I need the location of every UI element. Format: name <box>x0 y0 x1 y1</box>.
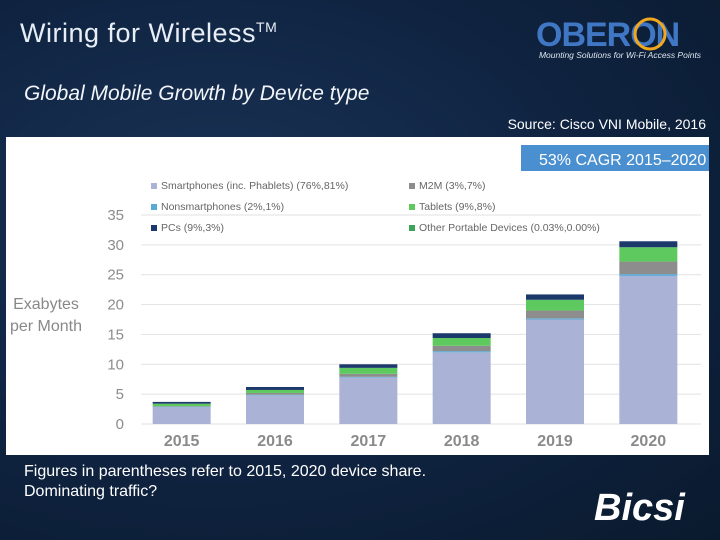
bar-2017-m2m <box>339 373 398 377</box>
chart-panel: Smartphones (inc. Phablets) (76%,81%) M2M… <box>6 137 709 455</box>
bar-2020-tablets <box>619 247 678 262</box>
legend-label-tablets: Tablets (9%,8%) <box>419 201 495 213</box>
ylabel-line-2: per Month <box>10 318 82 335</box>
bar-2017-smartphones <box>339 377 398 424</box>
legend-swatch-m2m <box>409 183 415 189</box>
bar-2016-nonsmartphones <box>246 394 304 396</box>
slide-title-text: Wiring for Wireless <box>20 18 257 48</box>
bar-2017-nonsmartphones <box>339 376 398 378</box>
ytick-15: 15 <box>107 326 124 343</box>
bar-2015-m2m <box>152 406 211 407</box>
legend-label-pcs: PCs (9%,3%) <box>161 222 224 234</box>
xtick-2016: 2016 <box>257 433 293 450</box>
legend-swatch-other <box>409 225 415 231</box>
chart-gridlines <box>141 214 701 425</box>
ytick-20: 20 <box>107 297 124 314</box>
bar-2017-pcs <box>339 364 398 368</box>
bar-2018-tablets <box>432 338 491 346</box>
legend-swatch-nonsmartphones <box>151 204 157 210</box>
xtick-2019: 2019 <box>537 433 573 450</box>
bar-2019-pcs <box>526 294 584 300</box>
bar-2018-nonsmartphones <box>432 351 491 353</box>
bar-2020-m2m <box>619 261 678 275</box>
legend-swatch-tablets <box>409 204 415 210</box>
bar-2019-nonsmartphones <box>526 318 584 320</box>
bicsi-logo: Bicsi <box>594 487 686 528</box>
oberon-tagline: Mounting Solutions for Wi-Fi Access Poin… <box>538 50 702 60</box>
xtick-2020: 2020 <box>631 433 667 450</box>
bar-2018-smartphones <box>432 352 491 424</box>
bar-2020-smartphones <box>619 275 678 424</box>
bar-2019-smartphones <box>526 319 584 424</box>
ylabel-line-1: Exabytes <box>13 296 79 313</box>
bar-2016-tablets <box>246 389 304 393</box>
bar-2015-tablets <box>152 403 211 407</box>
ytick-25: 25 <box>107 267 124 284</box>
cagr-label: 53% CAGR 2015–2020 <box>539 152 706 169</box>
growth-chart: Smartphones (inc. Phablets) (76%,81%) M2M… <box>10 145 709 450</box>
ytick-0: 0 <box>116 416 124 433</box>
footer-note: Figures in parentheses refer to 2015, 20… <box>24 462 426 502</box>
ytick-30: 30 <box>107 237 124 254</box>
trademark-mark: TM <box>256 19 278 35</box>
bar-2018-pcs <box>432 333 491 339</box>
chart-labels: 0 5 10 15 20 25 30 35 Exabytes per Month 2015 2016 2… <box>10 207 666 450</box>
bar-2015-nonsmartphones <box>152 406 211 408</box>
bar-2016-pcs <box>246 386 304 390</box>
oberon-logo-ring <box>633 17 667 51</box>
bicsi-logo-text: Bicsi <box>594 487 686 528</box>
bar-2017-tablets <box>339 367 398 374</box>
bar-2020-nonsmartphones <box>619 274 678 276</box>
legend-swatch-pcs <box>151 225 157 231</box>
bar-2019-tablets <box>526 299 584 311</box>
bar-2015-pcs <box>152 401 211 404</box>
bar-2019-m2m <box>526 310 584 319</box>
ytick-10: 10 <box>107 356 124 373</box>
xtick-2017: 2017 <box>351 433 387 450</box>
chart-bars <box>152 241 678 424</box>
footer-line-1: Figures in parentheses refer to 2015, 20… <box>24 463 427 480</box>
xtick-2015: 2015 <box>164 433 200 450</box>
bar-2015-smartphones <box>152 407 211 424</box>
oberon-logo: OBERON <box>536 16 680 54</box>
xtick-2018: 2018 <box>444 433 480 450</box>
bar-2016-m2m <box>246 392 304 395</box>
cagr-banner <box>521 145 709 171</box>
legend-label-smartphones: Smartphones (inc. Phablets) (76%,81%) <box>161 180 348 192</box>
legend-swatch-smartphones <box>151 183 157 189</box>
slide-title: Wiring for WirelessTM <box>20 18 277 49</box>
ytick-35: 35 <box>107 207 124 224</box>
bar-2020-pcs <box>619 241 678 248</box>
footer-line-2: Dominating traffic? <box>24 483 158 500</box>
legend-label-m2m: M2M (3%,7%) <box>419 180 486 192</box>
legend-label-nonsmartphones: Nonsmartphones (2%,1%) <box>161 201 284 213</box>
bar-2016-smartphones <box>246 395 304 424</box>
legend-label-other: Other Portable Devices (0.03%,0.00%) <box>419 222 600 234</box>
bar-2018-m2m <box>432 345 491 352</box>
source-note: Source: Cisco VNI Mobile, 2016 <box>507 116 706 132</box>
slide-subtitle: Global Mobile Growth by Device type <box>24 82 370 105</box>
ytick-5: 5 <box>116 386 124 403</box>
chart-legend: Smartphones (inc. Phablets) (76%,81%) M2M… <box>151 180 600 234</box>
